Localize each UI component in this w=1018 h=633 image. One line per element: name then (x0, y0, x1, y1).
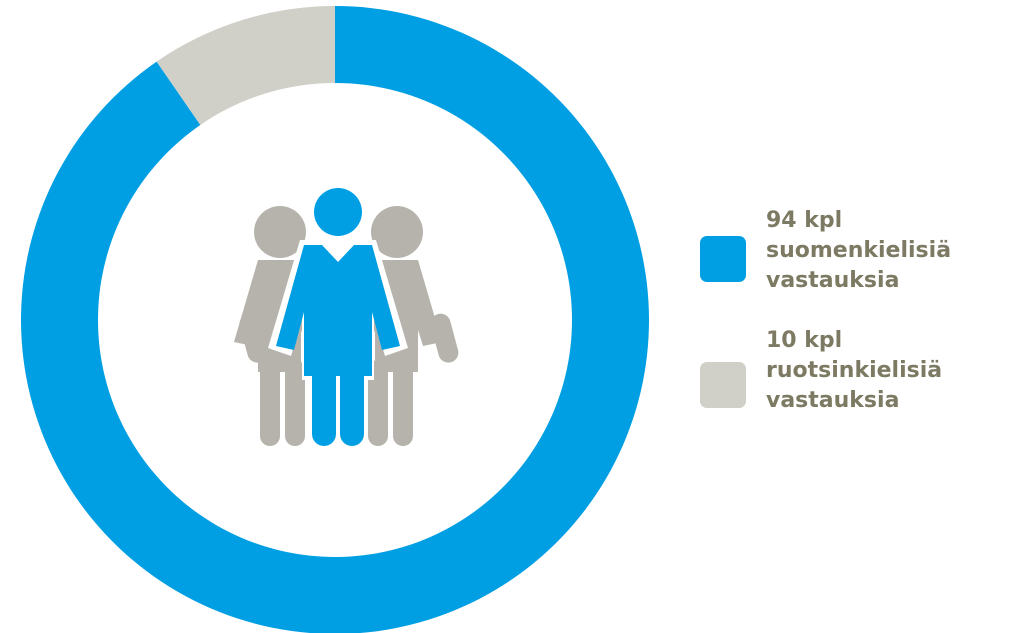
collar-icon (322, 245, 354, 262)
legend-count: 94 kpl (766, 208, 843, 233)
legend-label-line1: suomenkielisiä (766, 238, 952, 263)
legend-text-swedish: 10 kpl ruotsinkielisiä vastauksia (766, 326, 1016, 416)
legend-swatch-finnish (700, 236, 746, 282)
person-center-icon (276, 188, 400, 446)
legend-text-finnish: 94 kpl suomenkielisiä vastauksia (766, 206, 1016, 296)
donut-slices (21, 6, 649, 633)
group-of-people-icon (234, 183, 459, 450)
legend-count: 10 kpl (766, 328, 843, 353)
legend-swatch-swedish (700, 362, 746, 408)
legend-label-line2: vastauksia (766, 388, 900, 413)
slice-swedish (156, 6, 335, 125)
legend-label-line2: vastauksia (766, 268, 900, 293)
legend-label-line1: ruotsinkielisiä (766, 358, 943, 383)
